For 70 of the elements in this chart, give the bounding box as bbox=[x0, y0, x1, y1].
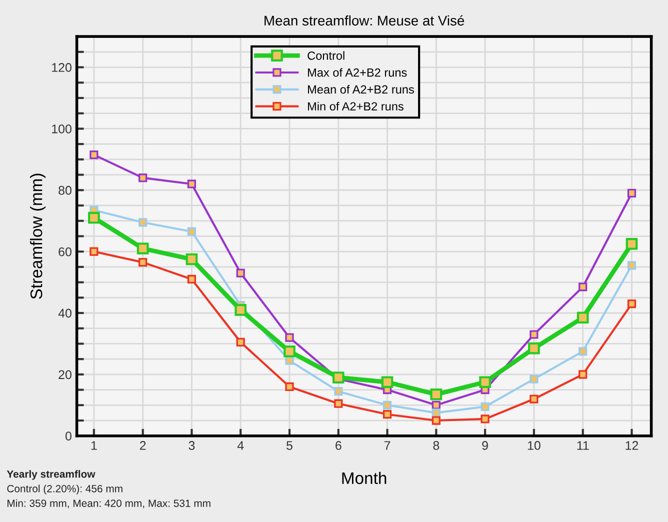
point bbox=[576, 312, 589, 324]
y-tick-label: 120 bbox=[52, 63, 72, 72]
x-tick-label: 8 bbox=[433, 441, 440, 450]
x-axis-title: Month bbox=[342, 472, 386, 484]
point bbox=[138, 218, 148, 227]
point bbox=[285, 382, 294, 392]
point bbox=[382, 410, 392, 419]
point bbox=[136, 242, 149, 254]
point bbox=[234, 304, 247, 316]
point bbox=[480, 402, 490, 411]
point bbox=[626, 238, 638, 250]
x-tick-label: 11 bbox=[577, 441, 589, 450]
chart-title: Mean streamflow: Meuse at Visé bbox=[264, 15, 464, 26]
legend-label: Max of A2+B2 runs bbox=[308, 68, 407, 77]
point bbox=[285, 356, 294, 365]
text: Control (2.20%): 456 mm bbox=[7, 484, 122, 494]
point bbox=[186, 253, 198, 266]
y-tick-label: 80 bbox=[58, 186, 72, 195]
x-tick-label: 10 bbox=[528, 441, 540, 450]
legend-label: Min of A2+B2 runs bbox=[308, 102, 404, 111]
point bbox=[627, 261, 636, 270]
point bbox=[187, 180, 196, 188]
point bbox=[381, 376, 394, 388]
point bbox=[530, 374, 538, 384]
x-tick-label: 2 bbox=[140, 441, 146, 450]
legend-label: Control bbox=[308, 51, 344, 60]
point bbox=[334, 387, 343, 396]
x-tick-label: 7 bbox=[384, 441, 390, 450]
point bbox=[236, 338, 245, 346]
x-tick-label: 5 bbox=[286, 441, 292, 450]
point bbox=[284, 345, 296, 358]
point bbox=[334, 399, 343, 408]
point bbox=[530, 330, 538, 339]
point bbox=[578, 370, 588, 379]
point bbox=[528, 342, 540, 354]
point bbox=[430, 388, 442, 400]
point bbox=[479, 376, 491, 388]
y-tick-label: 100 bbox=[52, 124, 72, 134]
point bbox=[187, 227, 196, 236]
text: Yearly streamflow bbox=[6, 470, 96, 480]
x-tick-label: 3 bbox=[188, 441, 195, 450]
x-tick-label: 12 bbox=[626, 441, 638, 450]
x-tick-label: 1 bbox=[91, 441, 97, 450]
point bbox=[187, 274, 196, 284]
point bbox=[530, 394, 538, 404]
point bbox=[432, 416, 440, 425]
point bbox=[480, 414, 490, 424]
point bbox=[578, 347, 588, 356]
point bbox=[138, 174, 148, 182]
y-tick-label: 40 bbox=[58, 308, 72, 318]
x-tick-label: 4 bbox=[237, 441, 244, 450]
y-tick-label: 20 bbox=[58, 370, 72, 380]
point bbox=[90, 150, 98, 160]
x-tick-label: 9 bbox=[482, 441, 488, 450]
point bbox=[627, 299, 636, 308]
y-tick-label: 0 bbox=[65, 432, 72, 441]
point bbox=[236, 268, 245, 278]
point bbox=[90, 247, 98, 256]
text: Min: 359 mm, Mean: 420 mm, Max: 531 mm bbox=[8, 499, 210, 508]
point bbox=[382, 400, 392, 410]
y-tick-label: 60 bbox=[58, 247, 72, 256]
point bbox=[88, 212, 100, 224]
point bbox=[627, 188, 636, 198]
point bbox=[138, 258, 148, 267]
legend-label: Mean of A2+B2 runs bbox=[308, 84, 414, 94]
point bbox=[578, 282, 588, 292]
point bbox=[285, 333, 294, 342]
x-tick-label: 6 bbox=[336, 441, 342, 450]
y-axis-title: Streamflow (mm) bbox=[30, 174, 46, 299]
point bbox=[332, 372, 344, 384]
